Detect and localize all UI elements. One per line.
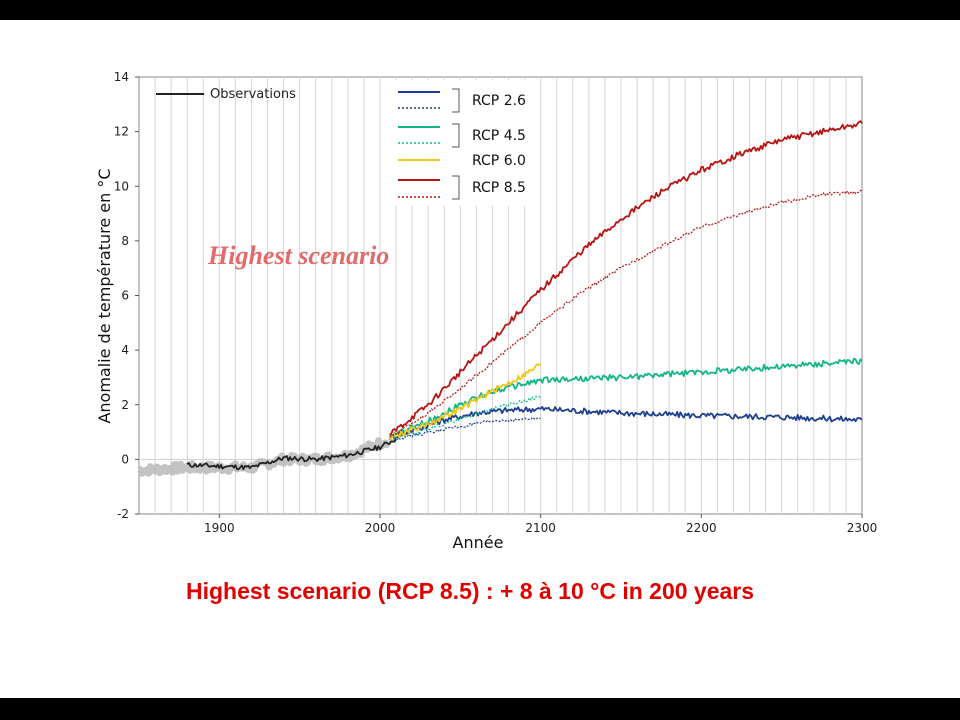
highest-scenario-annotation: Highest scenario	[207, 241, 389, 270]
y-tick-label: 8	[121, 234, 129, 248]
legend-label-observations: Observations	[210, 87, 296, 102]
x-tick-label: 2100	[525, 521, 556, 535]
legend-bracket-rcp45	[452, 123, 460, 148]
legend-label-rcp60: RCP 6.0	[472, 153, 526, 169]
y-axis: -2 0 2 4 6 8 10 12 14	[114, 70, 139, 521]
x-axis: 1900 2000 2100 2200 2300	[204, 514, 877, 535]
series-line-rcp26	[388, 406, 863, 441]
series-line-rcp45	[388, 357, 863, 441]
series-line-obs	[186, 438, 397, 471]
top-letterbox-bar	[0, 0, 960, 20]
slide-caption: Highest scenario (RCP 8.5) : + 8 à 10 °C…	[185, 578, 755, 604]
y-tick-label: 12	[114, 125, 129, 139]
x-tick-label: 1900	[204, 521, 235, 535]
series-line-rcp85-dotted	[389, 189, 863, 438]
series-line-rcp85	[389, 120, 863, 436]
y-axis-label: Anomalie de température en °C	[95, 168, 114, 423]
plot-area	[138, 76, 863, 515]
y-tick-label: -2	[117, 507, 129, 521]
legend-label-rcp45: RCP 4.5	[472, 128, 526, 144]
y-tick-label: 6	[121, 289, 129, 303]
legend-bracket-rcp26	[452, 88, 460, 113]
y-tick-label: 4	[121, 343, 129, 357]
legend: Observations RCP 2.6 RCP 4.5 RCP 6.0 RCP…	[156, 80, 538, 206]
series-layer	[186, 120, 863, 471]
grid	[139, 77, 862, 514]
y-tick-label: 0	[121, 452, 129, 466]
x-tick-label: 2200	[686, 521, 717, 535]
series-line-rcp60	[388, 363, 542, 441]
legend-box	[392, 80, 538, 206]
bottom-letterbox-bar	[0, 698, 960, 720]
legend-label-rcp26: RCP 2.6	[472, 93, 526, 109]
x-axis-label: Année	[453, 533, 504, 552]
legend-label-rcp85: RCP 8.5	[472, 180, 526, 196]
series-line-rcp26-dotted	[389, 416, 541, 442]
legend-bracket-rcp85	[452, 175, 460, 200]
y-tick-label: 2	[121, 398, 129, 412]
x-tick-label: 2300	[847, 521, 878, 535]
y-tick-label: 14	[114, 70, 129, 84]
x-tick-label: 2000	[365, 521, 396, 535]
y-tick-label: 10	[114, 179, 129, 193]
